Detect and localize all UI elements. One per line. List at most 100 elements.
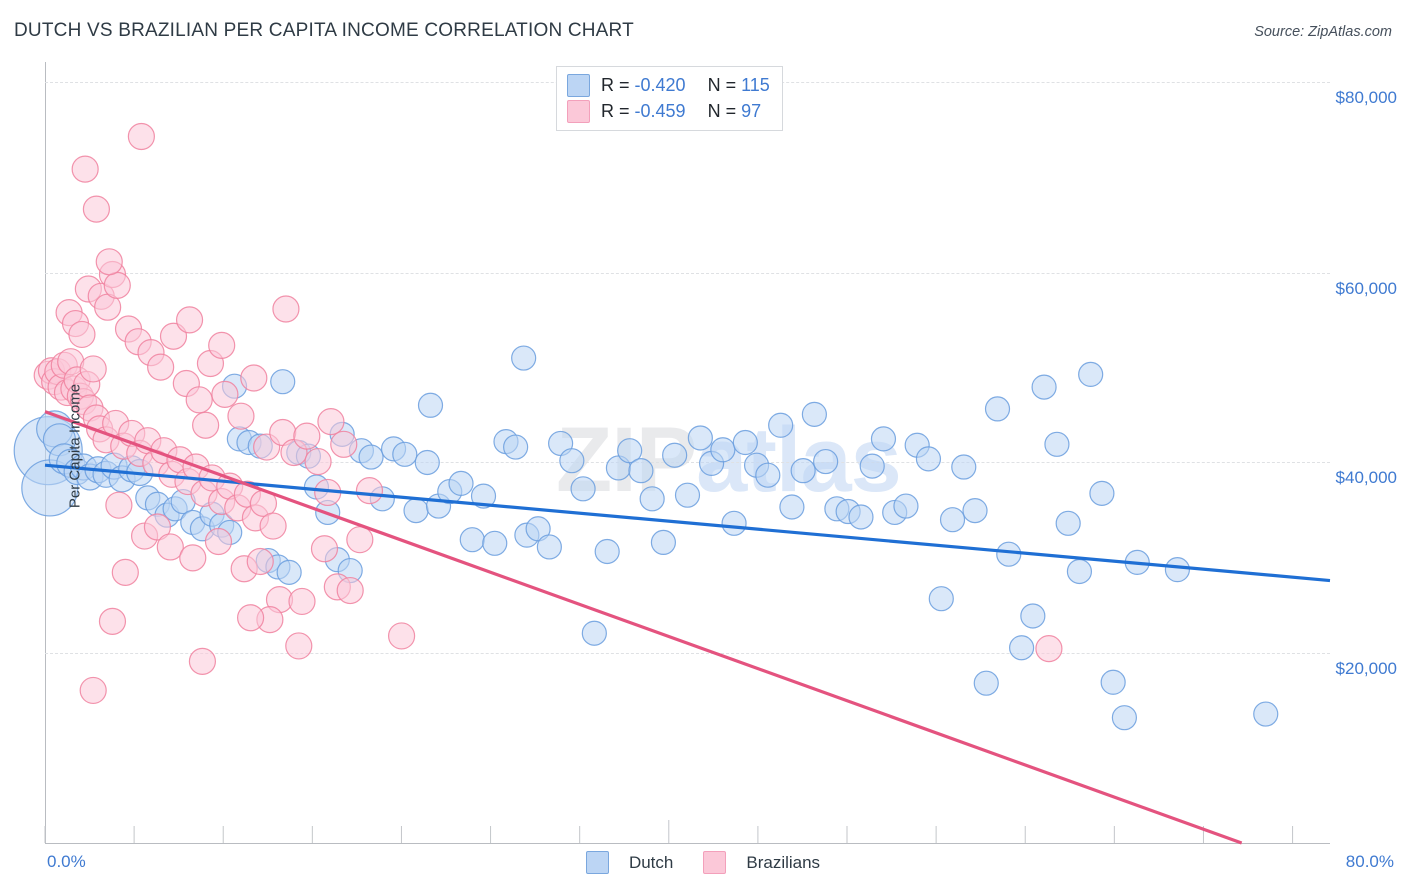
data-point [628, 458, 654, 484]
data-point [147, 353, 175, 381]
data-point [951, 454, 977, 480]
n-value-dutch: 115 [741, 74, 770, 95]
data-point [111, 558, 139, 586]
stats-row-dutch: R = -0.420 N = 115 [567, 72, 770, 98]
data-point [639, 486, 665, 512]
data-point [984, 396, 1011, 422]
data-point [127, 122, 155, 151]
r-key-dutch: R = [601, 74, 630, 95]
data-point [768, 412, 794, 438]
data-point [973, 670, 999, 696]
data-point [175, 306, 204, 334]
data-point [536, 534, 562, 560]
series-swatch-dutch [585, 851, 609, 874]
data-point [732, 429, 758, 456]
data-point [68, 320, 96, 349]
data-point [996, 541, 1022, 567]
data-point [962, 498, 988, 524]
series-swatch-brazilians [703, 851, 727, 874]
data-point [617, 438, 643, 464]
data-point [1020, 603, 1046, 629]
data-point [79, 355, 107, 383]
data-point [188, 647, 217, 675]
y-tick-label-20000: $20,000 [1335, 659, 1397, 678]
data-point [240, 364, 268, 392]
r-key-brazilians: R = [601, 100, 630, 121]
data-point [392, 441, 418, 467]
series-legend: Dutch Brazilians [0, 851, 1406, 874]
data-point [95, 248, 123, 276]
y-tick-label-40000: $40,000 [1335, 468, 1397, 487]
data-point [317, 408, 345, 436]
data-point [859, 453, 885, 479]
data-point [192, 411, 220, 439]
data-point [98, 607, 127, 636]
data-point [928, 586, 954, 612]
gridline-60000 [45, 273, 1330, 274]
data-point [581, 620, 607, 646]
data-point [288, 587, 316, 616]
data-point [1044, 431, 1070, 457]
series-points-brazilians [33, 122, 1063, 705]
x-axis-line [45, 843, 1330, 844]
data-point [276, 559, 302, 585]
series-label-dutch: Dutch [628, 852, 674, 872]
data-point [1035, 635, 1063, 663]
data-point [355, 477, 384, 505]
data-point [1055, 510, 1081, 536]
legend-swatch-brazilians [567, 99, 590, 123]
y-axis-title: Per Capita Income [66, 383, 84, 509]
data-point [470, 483, 497, 509]
data-point [893, 493, 919, 519]
legend-item-brazilians[interactable]: Brazilians [703, 851, 820, 874]
data-point [813, 448, 839, 475]
data-point [259, 512, 287, 540]
data-point [179, 544, 207, 572]
x-tick-label-min: 0.0% [47, 852, 86, 871]
stats-row-brazilians: R = -0.459 N = 97 [567, 98, 770, 124]
trendline-brazilians [44, 410, 1243, 845]
data-point [939, 507, 966, 533]
data-point [293, 422, 321, 450]
data-point [304, 447, 332, 476]
data-point [779, 494, 805, 520]
correlation-stats-legend: R = -0.420 N = 115 R = -0.459 N = 97 [556, 66, 783, 131]
data-point [346, 526, 374, 554]
data-point [82, 195, 111, 223]
data-point [721, 510, 747, 536]
data-point [227, 402, 255, 430]
data-point [662, 442, 688, 468]
data-point [459, 527, 485, 553]
data-point [211, 380, 239, 408]
data-point [594, 538, 620, 565]
data-point [103, 271, 131, 299]
data-point [208, 331, 236, 359]
data-point [790, 458, 816, 484]
data-point [448, 470, 474, 496]
data-point [570, 476, 596, 502]
data-point [1089, 480, 1115, 506]
data-point [801, 401, 827, 427]
data-point [525, 516, 551, 542]
n-key-dutch: N = [707, 74, 737, 95]
x-tick-label-max: 80.0% [1345, 852, 1394, 871]
data-point [358, 444, 384, 470]
data-point [336, 576, 364, 605]
data-point [204, 527, 233, 556]
gridline-20000 [45, 653, 1330, 654]
data-point [1078, 361, 1104, 387]
data-point [1100, 669, 1126, 695]
data-point [414, 449, 440, 476]
data-point [105, 491, 133, 519]
r-value-dutch: -0.420 [634, 74, 686, 95]
y-tick-label-80000: $80,000 [1335, 88, 1397, 107]
data-point [270, 369, 296, 395]
trendline-dutch [44, 463, 1331, 583]
data-point [915, 446, 942, 472]
data-point [285, 632, 313, 660]
data-point [870, 426, 897, 452]
legend-item-dutch[interactable]: Dutch [585, 851, 674, 874]
data-point [1066, 558, 1093, 585]
r-value-brazilians: -0.459 [634, 100, 686, 121]
data-point [143, 513, 172, 541]
